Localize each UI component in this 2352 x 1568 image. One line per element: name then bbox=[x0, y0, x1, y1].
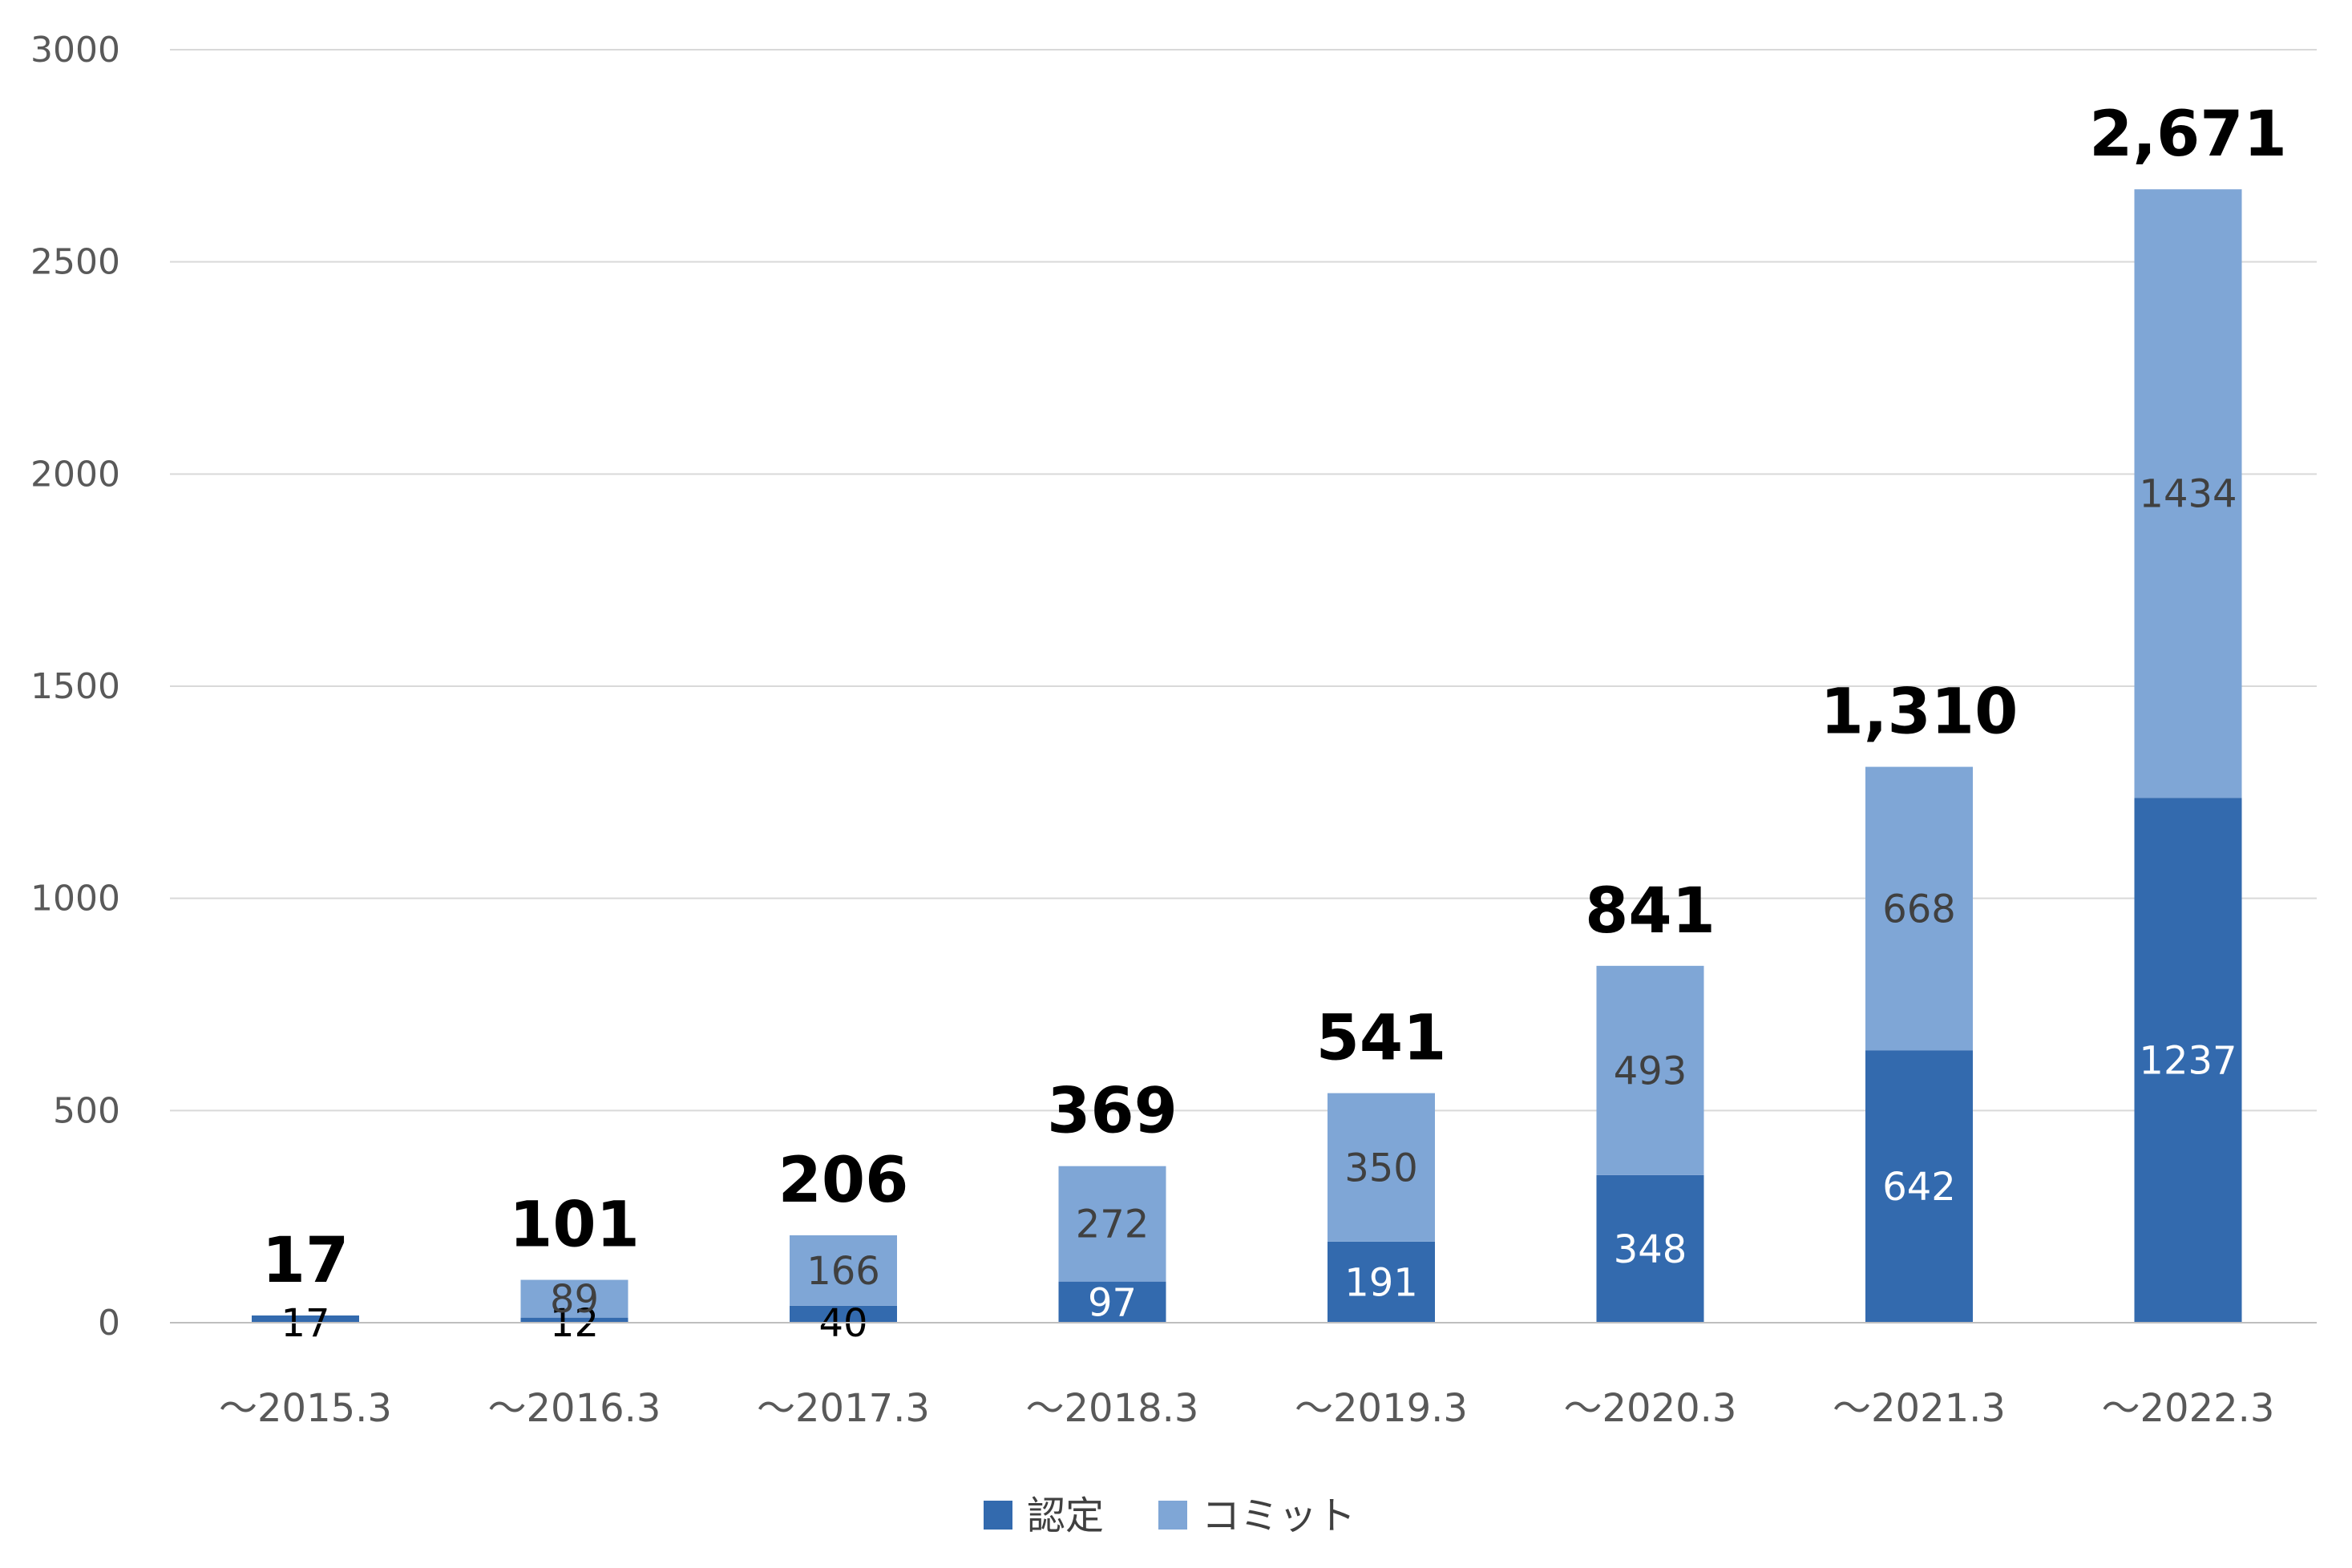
segment-label: 166 bbox=[806, 1249, 880, 1294]
y-tick-label: 1000 bbox=[30, 879, 120, 919]
segment-label: 493 bbox=[1614, 1049, 1687, 1093]
segment-label: 89 bbox=[550, 1277, 599, 1322]
segment-label: 272 bbox=[1076, 1202, 1150, 1247]
bars bbox=[252, 189, 2242, 1323]
segment-label: 1434 bbox=[2139, 472, 2237, 517]
segment-label: 642 bbox=[1882, 1165, 1956, 1210]
y-tick-label: 1500 bbox=[30, 666, 120, 707]
x-tick-label: ～2015.3 bbox=[219, 1386, 392, 1431]
bar-segment-0-6 bbox=[1865, 1050, 1973, 1323]
y-tick-label: 2500 bbox=[30, 242, 120, 283]
total-label: 1,310 bbox=[1821, 677, 2019, 749]
x-tick-label: ～2022.3 bbox=[2102, 1386, 2275, 1431]
x-tick-label: ～2021.3 bbox=[1833, 1386, 2006, 1431]
x-tick-label: ～2017.3 bbox=[757, 1386, 930, 1431]
x-axis: ～2015.3 ～2016.3 ～2017.3 ～2018.3 ～2019.3 ～2020… bbox=[170, 1322, 2317, 1431]
total-label: 369 bbox=[1047, 1076, 1178, 1148]
y-axis: 0 500 1000 1500 2000 2500 3000 bbox=[30, 30, 120, 1344]
segment-label: 348 bbox=[1614, 1227, 1687, 1272]
gridlines bbox=[170, 49, 2317, 1324]
total-label: 17 bbox=[262, 1225, 350, 1297]
y-tick-label: 0 bbox=[98, 1303, 120, 1344]
total-labels: 17 101 206 369 541 841 1,310 2,671 bbox=[262, 99, 2287, 1297]
bar-segment-1-6 bbox=[1865, 766, 1973, 1051]
bar-segment-0-7 bbox=[2134, 798, 2242, 1323]
segment-label: 668 bbox=[1882, 887, 1956, 932]
bar-segment-1-4 bbox=[1328, 1093, 1435, 1242]
total-label: 2,671 bbox=[2089, 99, 2287, 171]
bar-segment-1-2 bbox=[790, 1235, 897, 1306]
segment-label: 191 bbox=[1344, 1260, 1418, 1305]
x-tick-label: ～2019.3 bbox=[1295, 1386, 1468, 1431]
bar-segment-0-5 bbox=[1596, 1174, 1704, 1323]
legend-swatch bbox=[984, 1501, 1012, 1530]
bar-segment-1-3 bbox=[1058, 1166, 1166, 1282]
bar-segment-0-1 bbox=[520, 1317, 628, 1323]
y-tick-label: 500 bbox=[53, 1090, 120, 1131]
legend-label: 認定 bbox=[1027, 1493, 1104, 1538]
legend-label: コミット bbox=[1202, 1493, 1356, 1538]
segment-label: 350 bbox=[1344, 1146, 1418, 1190]
bar-segment-0-3 bbox=[1058, 1281, 1166, 1323]
bar-segment-0-0 bbox=[252, 1315, 359, 1323]
segment-label: 97 bbox=[1088, 1280, 1137, 1325]
bar-segment-1-1 bbox=[520, 1279, 628, 1318]
x-tick-label: ～2018.3 bbox=[1026, 1386, 1199, 1431]
x-tick-label: ～2020.3 bbox=[1564, 1386, 1737, 1431]
bar-segment-1-5 bbox=[1596, 965, 1704, 1175]
segment-label: 1237 bbox=[2139, 1039, 2237, 1084]
y-tick-label: 3000 bbox=[30, 30, 120, 71]
bar-segment-0-4 bbox=[1328, 1241, 1435, 1323]
y-tick-label: 2000 bbox=[30, 454, 120, 495]
total-label: 541 bbox=[1316, 1003, 1447, 1075]
total-label: 206 bbox=[778, 1145, 909, 1217]
x-tick-label: ～2016.3 bbox=[488, 1386, 661, 1431]
total-label: 841 bbox=[1585, 875, 1716, 948]
bar-segment-0-2 bbox=[790, 1305, 897, 1323]
bar-segment-1-7 bbox=[2134, 189, 2242, 798]
legend-swatch bbox=[1158, 1501, 1187, 1530]
legend: 認定 コミット bbox=[984, 1493, 1356, 1538]
total-label: 101 bbox=[509, 1190, 640, 1262]
